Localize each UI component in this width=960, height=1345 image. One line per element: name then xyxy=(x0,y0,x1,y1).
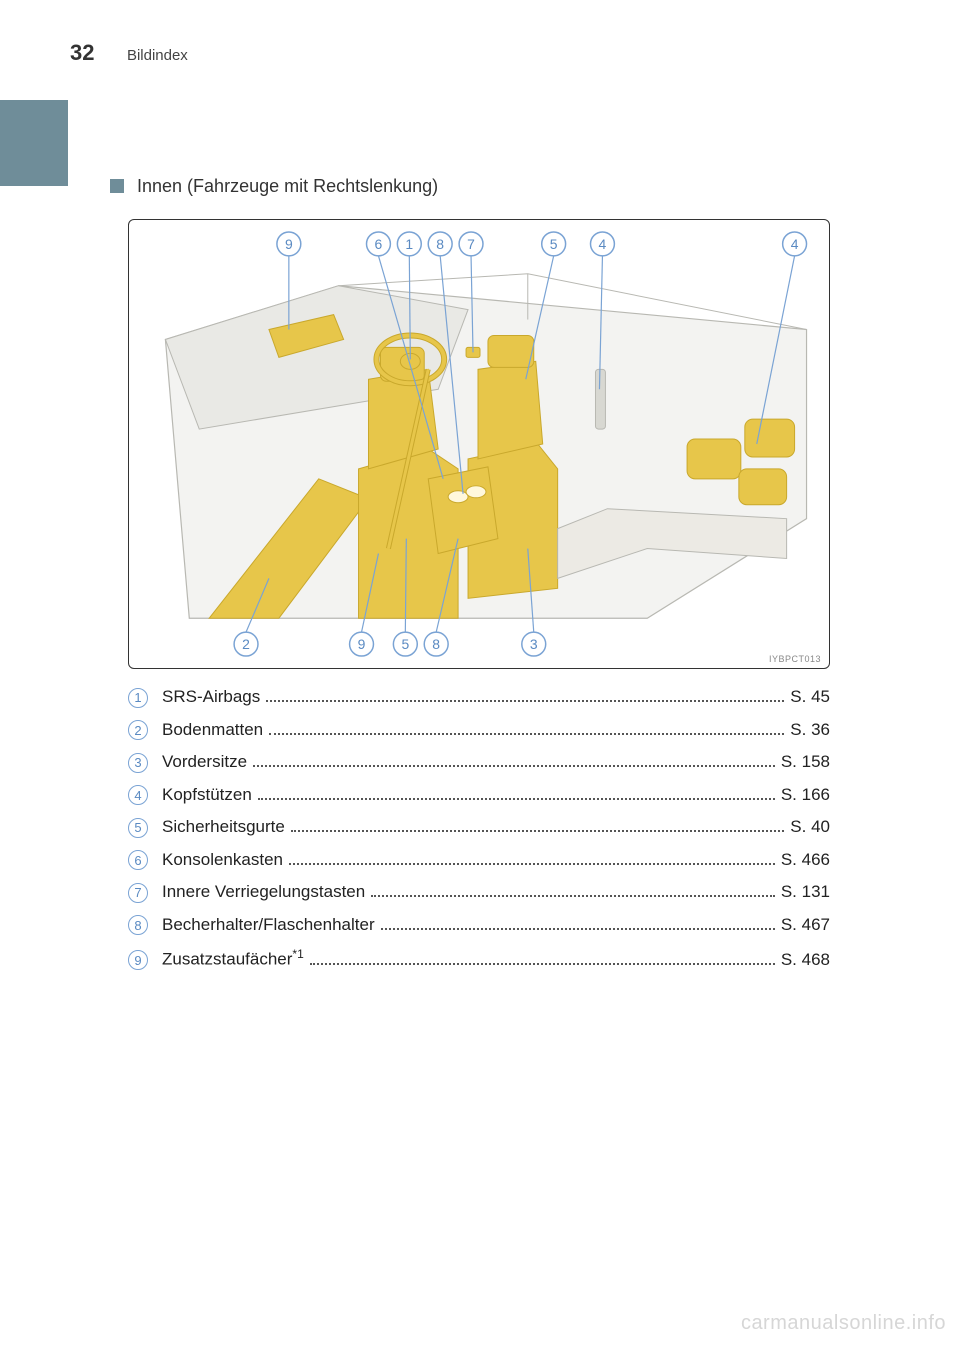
index-label: Konsolenkasten xyxy=(162,850,283,870)
index-number-icon: 2 xyxy=(128,720,148,740)
interior-diagram: 9 6 1 8 7 5 4 4 2 9 5 8 3 IYBPCT013 xyxy=(128,219,830,669)
svg-text:5: 5 xyxy=(401,636,409,652)
index-label: Zusatzstaufächer*1 xyxy=(162,947,304,970)
svg-text:4: 4 xyxy=(599,236,607,252)
leader-dots xyxy=(289,863,775,865)
index-row: 5 Sicherheitsgurte S. 40 xyxy=(128,817,830,838)
diagram-svg: 9 6 1 8 7 5 4 4 2 9 5 8 3 xyxy=(129,220,829,668)
index-number-icon: 6 xyxy=(128,850,148,870)
index-row: 7 Innere Verriegelungstasten S. 131 xyxy=(128,882,830,903)
svg-text:9: 9 xyxy=(358,636,366,652)
svg-text:7: 7 xyxy=(467,236,475,252)
index-row: 6 Konsolenkasten S. 466 xyxy=(128,850,830,871)
index-number-icon: 5 xyxy=(128,818,148,838)
index-label: Bodenmatten xyxy=(162,720,263,740)
index-page: S. 466 xyxy=(781,850,830,870)
index-label: Kopfstützen xyxy=(162,785,252,805)
index-row: 3 Vordersitze S. 158 xyxy=(128,752,830,773)
watermark: carmanualsonline.info xyxy=(741,1312,946,1335)
svg-text:1: 1 xyxy=(405,236,413,252)
index-number-icon: 1 xyxy=(128,688,148,708)
content-area: Innen (Fahrzeuge mit Rechtslenkung) 9 6 1 8… xyxy=(110,176,850,982)
index-row: 8 Becherhalter/Flaschenhalter S. 467 xyxy=(128,915,830,936)
leader-dots xyxy=(310,963,775,965)
index-label: Vordersitze xyxy=(162,752,247,772)
section-title: Innen (Fahrzeuge mit Rechtslenkung) xyxy=(137,176,438,196)
svg-text:2: 2 xyxy=(242,636,250,652)
page-header: 32 Bildindex xyxy=(70,40,188,66)
index-row: 9 Zusatzstaufächer*1 S. 468 xyxy=(128,947,830,970)
index-label: Becherhalter/Flaschenhalter xyxy=(162,915,375,935)
index-number-icon: 7 xyxy=(128,883,148,903)
diagram-code: IYBPCT013 xyxy=(769,654,821,664)
side-tab xyxy=(0,100,68,186)
index-row: 4 Kopfstützen S. 166 xyxy=(128,785,830,806)
section-heading: Innen (Fahrzeuge mit Rechtslenkung) xyxy=(110,176,850,197)
svg-text:8: 8 xyxy=(432,636,440,652)
index-page: S. 166 xyxy=(781,785,830,805)
index-page: S. 468 xyxy=(781,950,830,970)
index-number-icon: 3 xyxy=(128,753,148,773)
index-row: 1 SRS-Airbags S. 45 xyxy=(128,687,830,708)
leader-dots xyxy=(258,798,775,800)
svg-text:4: 4 xyxy=(791,236,799,252)
leader-dots xyxy=(291,830,784,832)
index-page: S. 40 xyxy=(790,817,830,837)
leader-dots xyxy=(371,895,775,897)
svg-text:8: 8 xyxy=(436,236,444,252)
leader-dots xyxy=(381,928,775,930)
svg-text:5: 5 xyxy=(550,236,558,252)
index-label: Sicherheitsgurte xyxy=(162,817,285,837)
index-label: Innere Verriegelungstasten xyxy=(162,882,365,902)
index-page: S. 467 xyxy=(781,915,830,935)
index-number-icon: 8 xyxy=(128,915,148,935)
page-number: 32 xyxy=(70,40,94,65)
index-list: 1 SRS-Airbags S. 45 2 Bodenmatten S. 36 3 Vorde… xyxy=(128,687,830,970)
index-label: SRS-Airbags xyxy=(162,687,260,707)
svg-text:9: 9 xyxy=(285,236,293,252)
leader-dots xyxy=(253,765,775,767)
svg-text:3: 3 xyxy=(530,636,538,652)
header-section: Bildindex xyxy=(127,47,188,64)
section-marker-icon xyxy=(110,179,124,193)
footnote-mark: *1 xyxy=(292,947,303,961)
svg-text:6: 6 xyxy=(375,236,383,252)
index-page: S. 158 xyxy=(781,752,830,772)
leader-dots xyxy=(266,700,784,702)
index-row: 2 Bodenmatten S. 36 xyxy=(128,720,830,741)
leader-dots xyxy=(269,733,784,735)
index-number-icon: 4 xyxy=(128,785,148,805)
index-page: S. 131 xyxy=(781,882,830,902)
index-number-icon: 9 xyxy=(128,950,148,970)
index-page: S. 36 xyxy=(790,720,830,740)
index-page: S. 45 xyxy=(790,687,830,707)
